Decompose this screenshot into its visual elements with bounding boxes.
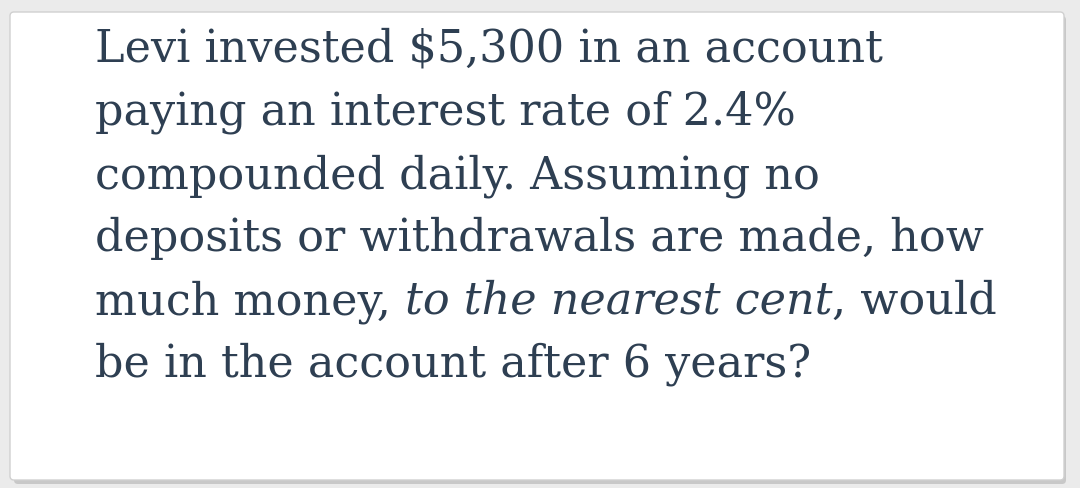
FancyBboxPatch shape <box>10 12 1064 480</box>
Text: deposits or withdrawals are made, how: deposits or withdrawals are made, how <box>95 217 984 260</box>
Text: paying an interest rate of 2.4%: paying an interest rate of 2.4% <box>95 91 796 135</box>
Text: compounded daily. Assuming no: compounded daily. Assuming no <box>95 154 820 198</box>
Text: be in the account after 6 years?: be in the account after 6 years? <box>95 343 811 386</box>
Text: to the nearest cent: to the nearest cent <box>405 280 833 323</box>
FancyBboxPatch shape <box>14 16 1066 484</box>
Text: , would: , would <box>833 280 997 323</box>
Text: much money,: much money, <box>95 280 405 324</box>
Text: Levi invested $5,300 in an account: Levi invested $5,300 in an account <box>95 28 882 71</box>
